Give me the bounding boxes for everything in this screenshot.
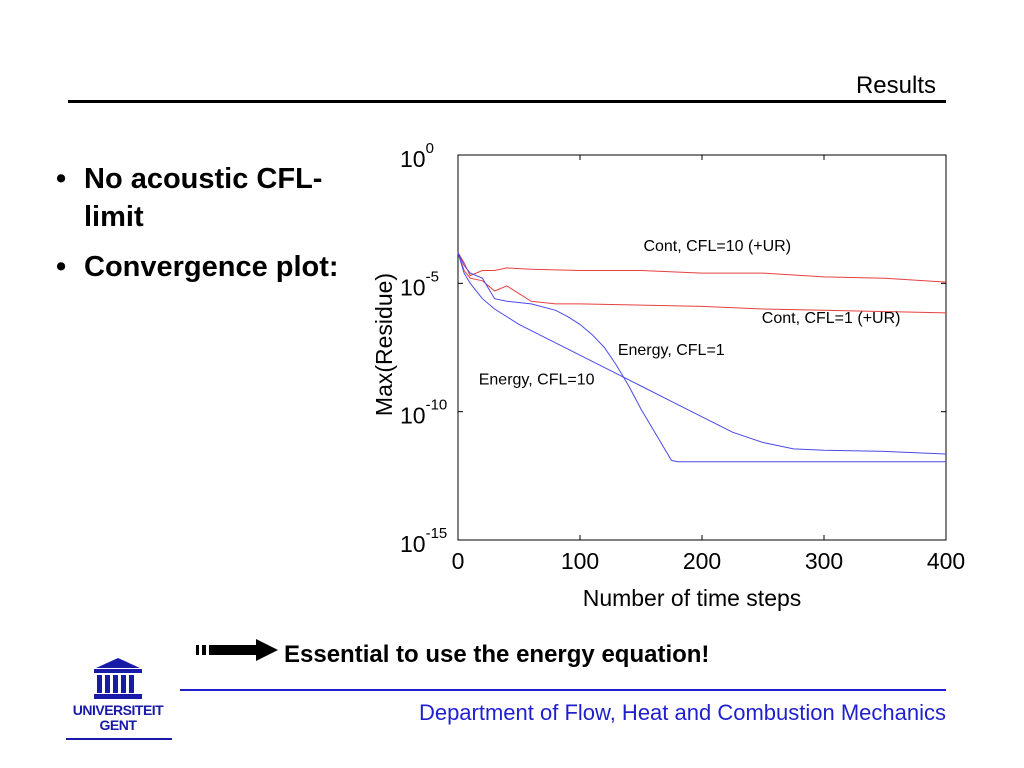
- bullet-marker: •: [56, 163, 67, 195]
- series-line: [457, 252, 946, 463]
- logo-underline: [66, 738, 172, 740]
- building-icon: [94, 658, 142, 699]
- logo-line-2: GENT: [99, 717, 137, 733]
- y-tick-label: 10-5: [400, 268, 439, 300]
- footer-rule: [180, 689, 946, 691]
- footer-text: Department of Flow, Heat and Combustion …: [418, 700, 946, 725]
- series-annotation: Cont, CFL=10 (+UR): [643, 238, 791, 255]
- slide-title: Results: [855, 72, 936, 99]
- series-annotation: Energy, CFL=10: [479, 372, 595, 389]
- series-line: [457, 252, 947, 283]
- series-line: [457, 252, 947, 314]
- x-tick-label: 400: [927, 548, 965, 574]
- x-tick-label: 200: [683, 548, 721, 574]
- university-logo: UNIVERSITEIT GENT: [62, 654, 174, 742]
- bullet-text: No acoustic CFL-limit: [84, 163, 323, 233]
- callout-text: Essential to use the energy equation!: [284, 641, 710, 668]
- title-rule: [68, 100, 946, 103]
- bullet-item: • No acoustic CFL-limit: [56, 160, 346, 236]
- x-tick-label: 300: [805, 548, 843, 574]
- bullet-item: • Convergence plot:: [56, 248, 346, 286]
- series-annotation: Energy, CFL=1: [618, 342, 725, 359]
- y-tick-label: 10-10: [400, 397, 447, 429]
- y-tick-label: 100: [400, 140, 434, 172]
- bullet-text: Convergence plot:: [84, 251, 339, 283]
- x-tick-label: 100: [561, 548, 599, 574]
- bullet-list: • No acoustic CFL-limit • Convergence pl…: [56, 160, 346, 298]
- y-tick-label: 10-15: [400, 525, 447, 557]
- y-axis-label: Max(Residue): [371, 273, 397, 416]
- convergence-chart: 0 100 200 300 400 100 10-5 10-10 10-15 Number of …: [371, 140, 965, 611]
- bullet-marker: •: [56, 251, 67, 283]
- series-annotation: Cont, CFL=1 (+UR): [762, 310, 901, 327]
- x-axis-label: Number of time steps: [583, 585, 802, 611]
- logo-line-1: UNIVERSITEIT: [72, 702, 164, 718]
- right-arrow-icon: [196, 639, 278, 661]
- x-tick-label: 0: [452, 548, 465, 574]
- series-line: [457, 252, 947, 455]
